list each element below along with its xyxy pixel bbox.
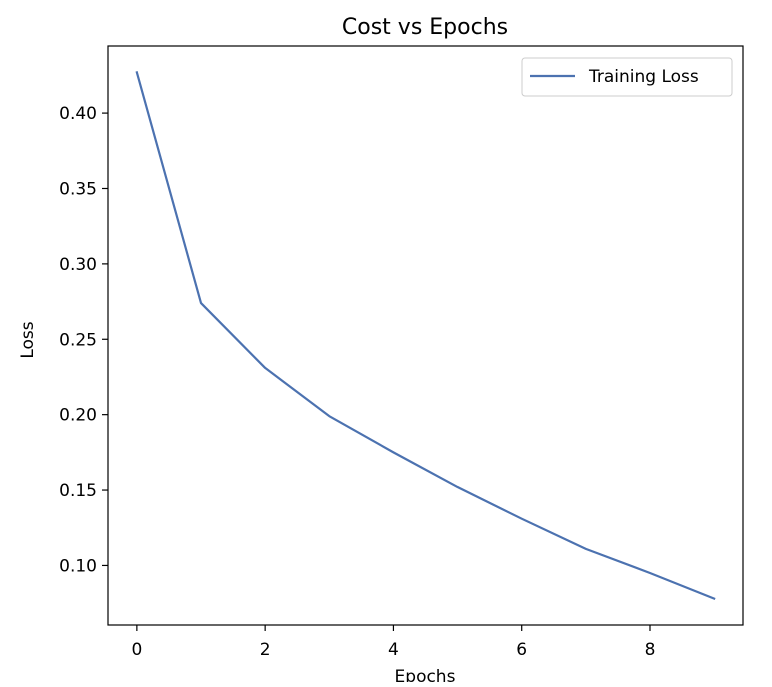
y-tick-label: 0.40 bbox=[59, 104, 97, 124]
y-tick-label: 0.35 bbox=[59, 179, 97, 199]
y-tick-label: 0.10 bbox=[59, 556, 97, 576]
legend-box bbox=[521, 57, 733, 97]
series-line-training-loss bbox=[135, 71, 716, 601]
plot-frame bbox=[107, 45, 744, 626]
chart-title: Cost vs Epochs bbox=[342, 15, 508, 40]
x-tick-label: 0 bbox=[131, 640, 142, 660]
x-axis-ticks: 0 2 4 6 8 bbox=[131, 625, 655, 660]
plot-area bbox=[135, 71, 716, 601]
legend-label-training-loss: Training Loss bbox=[588, 67, 699, 87]
x-tick-label: 6 bbox=[516, 640, 527, 660]
y-tick-label: 0.25 bbox=[59, 330, 97, 350]
y-tick-label: 0.30 bbox=[59, 255, 97, 275]
y-axis-ticks: 0.10 0.15 0.20 0.25 0.30 0.35 0.40 bbox=[59, 104, 108, 576]
y-axis-label: Loss bbox=[18, 321, 38, 358]
legend: Training Loss bbox=[521, 57, 733, 97]
x-tick-label: 4 bbox=[388, 640, 399, 660]
x-axis-label: Epochs bbox=[395, 667, 456, 682]
y-tick-label: 0.20 bbox=[59, 406, 97, 426]
x-tick-label: 8 bbox=[645, 640, 656, 660]
y-tick-label: 0.15 bbox=[59, 481, 97, 501]
x-tick-label: 2 bbox=[260, 640, 271, 660]
